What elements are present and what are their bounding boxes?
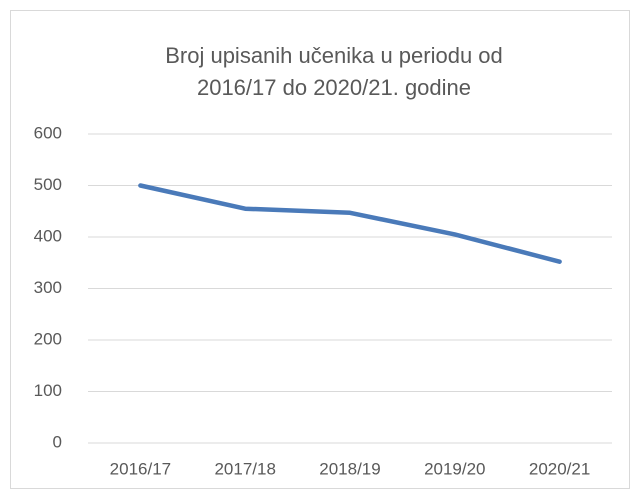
y-tick-label: 300 (34, 278, 62, 297)
y-tick-label: 400 (34, 226, 62, 245)
chart-title: Broj upisanih učenika u periodu od (165, 43, 503, 68)
x-tick-label: 2019/20 (424, 459, 485, 478)
y-tick-label: 100 (34, 381, 62, 400)
y-tick-label: 500 (34, 175, 62, 194)
chart-title: 2016/17 do 2020/21. godine (197, 75, 471, 100)
x-tick-label: 2018/19 (319, 459, 380, 478)
y-tick-label: 600 (34, 123, 62, 142)
chart-frame (10, 10, 630, 489)
series-line (138, 183, 562, 264)
x-tick-label: 2017/18 (214, 459, 275, 478)
x-tick-label: 2020/21 (529, 459, 590, 478)
x-tick-label: 2016/17 (110, 459, 171, 478)
y-tick-label: 0 (53, 432, 62, 451)
y-tick-label: 200 (34, 329, 62, 348)
